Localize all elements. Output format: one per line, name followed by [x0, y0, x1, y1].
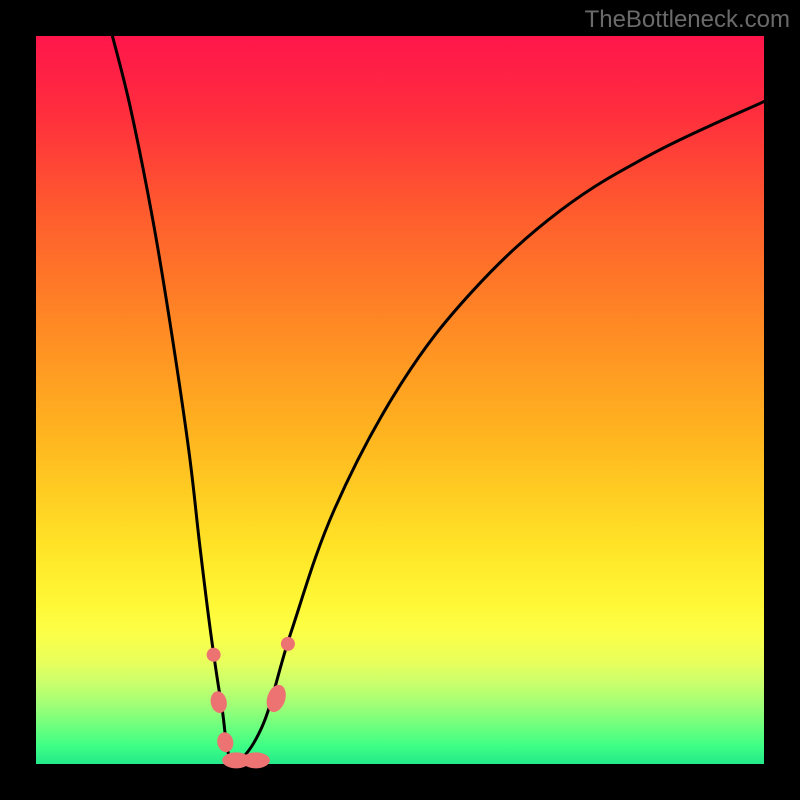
watermark-text: TheBottleneck.com: [585, 6, 790, 34]
curve-marker: [242, 752, 270, 768]
chart-background: [36, 36, 764, 764]
curve-marker: [281, 637, 295, 651]
curve-marker: [207, 648, 221, 662]
